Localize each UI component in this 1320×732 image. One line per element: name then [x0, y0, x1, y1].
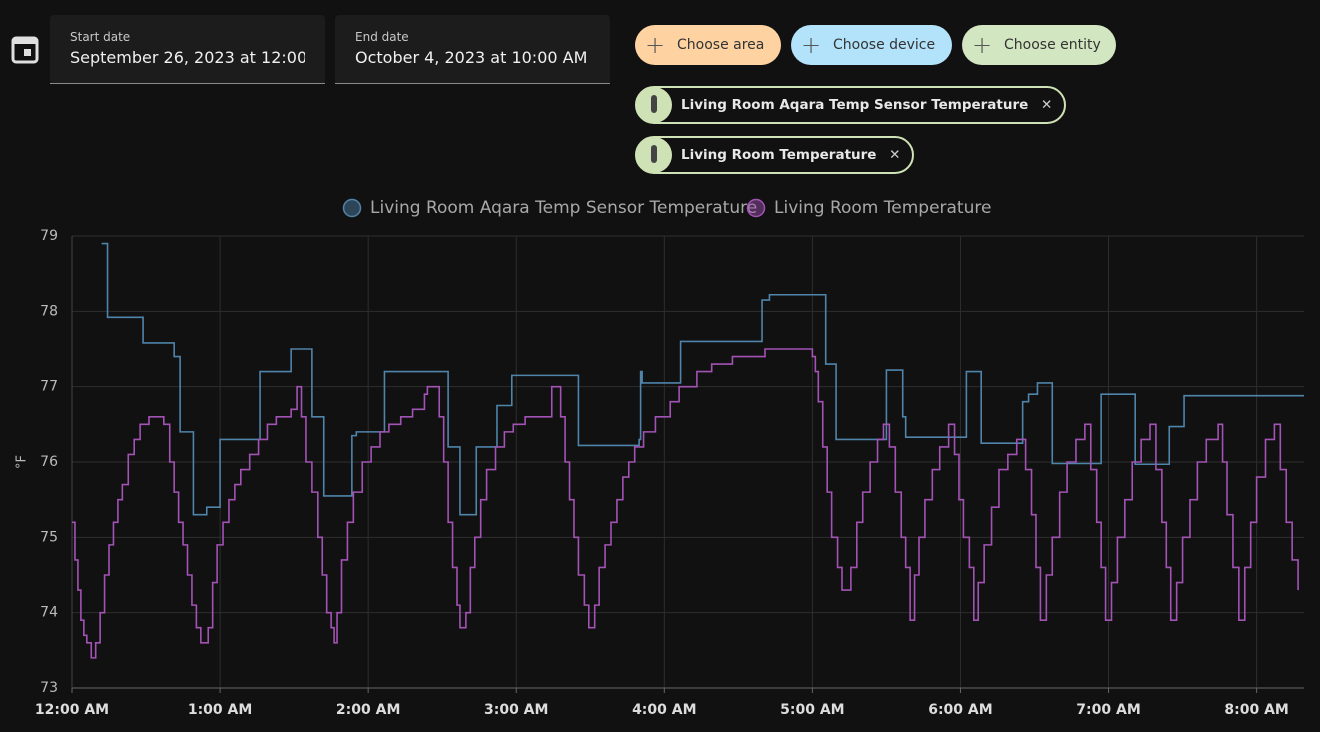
entity-chip[interactable]: Living Room Temperature ✕: [635, 136, 915, 174]
y-tick-label: 78: [40, 303, 58, 319]
entity-chip[interactable]: Living Room Aqara Temp Sensor Temperatur…: [635, 86, 1067, 124]
y-tick-label: 76: [40, 454, 58, 470]
y-tick-label: 79: [40, 228, 58, 244]
calendar-icon-top: [13, 38, 37, 44]
y-tick-label: 75: [40, 529, 58, 545]
legend-swatch: [746, 198, 766, 218]
choose-device[interactable]: Choose device: [791, 25, 952, 65]
y-tick-label: 77: [40, 379, 58, 395]
chip-label: Living Room Aqara Temp Sensor Temperatur…: [681, 97, 1029, 113]
chip-icon: [636, 87, 672, 123]
legend-label: Living Room Temperature: [774, 198, 991, 218]
x-tick-label: 3:00 AM: [484, 702, 548, 718]
legend-label: Living Room Aqara Temp Sensor Temperatur…: [370, 198, 757, 218]
x-tick-label: 1:00 AM: [188, 702, 252, 718]
x-tick-label: 4:00 AM: [632, 702, 696, 718]
choose-area[interactable]: Choose area: [635, 25, 781, 65]
end-date[interactable]: End date October 4, 2023 at 10:00 AM: [335, 15, 610, 84]
y-tick-label: 74: [40, 605, 58, 621]
chip-label: Living Room Temperature: [681, 147, 877, 163]
chip-icon: [636, 137, 672, 173]
calendar-icon-day: [24, 49, 31, 56]
chip-remove[interactable]: ✕: [1040, 97, 1053, 113]
x-tick-label: 5:00 AM: [780, 702, 844, 718]
y-axis-label: °F: [15, 455, 30, 469]
x-tick-label: 2:00 AM: [336, 702, 400, 718]
legend-swatch: [342, 198, 362, 218]
start-label: Start date: [70, 30, 131, 44]
end-label: End date: [355, 30, 409, 44]
x-tick-label: 8:00 AM: [1224, 702, 1288, 718]
x-tick-label: 12:00 AM: [35, 702, 109, 718]
start-date[interactable]: Start date September 26, 2023 at 12:00 A…: [50, 15, 325, 84]
y-tick-label: 73: [40, 680, 58, 696]
series-line: [101, 242, 1304, 516]
end-value: October 4, 2023 at 10:00 AM: [355, 48, 588, 67]
choose-entity[interactable]: Choose entity: [962, 25, 1116, 65]
chip-remove[interactable]: ✕: [889, 147, 901, 163]
start-value: September 26, 2023 at 12:00 AM: [70, 48, 305, 67]
x-tick-label: 6:00 AM: [928, 702, 992, 718]
x-tick-label: 7:00 AM: [1076, 702, 1140, 718]
series-line: [72, 348, 1299, 659]
